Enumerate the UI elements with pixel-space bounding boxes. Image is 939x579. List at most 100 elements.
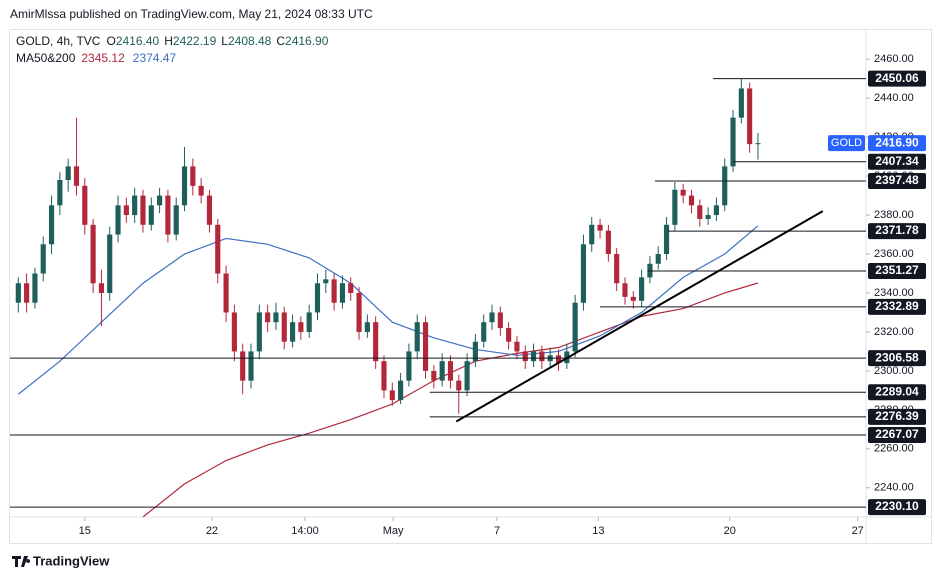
candle-body (722, 166, 728, 206)
y-tick-label: 2380.00 (874, 209, 914, 221)
level-label: 2371.78 (875, 223, 919, 237)
level-tag (868, 384, 926, 401)
y-tick-label: 2260.00 (874, 443, 914, 455)
level-label: 2351.27 (875, 263, 919, 277)
candle-body (298, 322, 304, 332)
candle-body (273, 312, 279, 323)
level-tag (868, 263, 926, 280)
price-tag-name: GOLD (831, 137, 862, 149)
candle-body (655, 254, 661, 264)
candle-body (90, 224, 96, 284)
ohlc-value: 2416.90 (285, 34, 329, 48)
level-label: 2267.07 (875, 427, 919, 441)
candle-body (32, 273, 38, 303)
candle-body (481, 322, 487, 342)
candle-body (256, 312, 262, 352)
candle-body (157, 195, 163, 206)
ohlc-key: O (106, 34, 115, 48)
price-tag-box (828, 135, 865, 152)
candle-body (464, 361, 470, 391)
level-label: 2450.06 (875, 71, 919, 85)
candle-body (614, 254, 620, 284)
y-tick-label: 2300.00 (874, 365, 914, 377)
candle-body (422, 322, 429, 371)
candle-body (738, 88, 744, 118)
candle-body (331, 279, 337, 303)
candle-body (181, 166, 188, 206)
candle-body (348, 283, 354, 293)
ohlc-value: 2416.40 (116, 34, 160, 48)
candle-body (248, 351, 254, 381)
x-tick-label: 22 (206, 525, 218, 537)
x-tick-label: 13 (592, 525, 604, 537)
level-tag (868, 350, 926, 367)
candle-body (398, 380, 404, 401)
candle-body (506, 328, 512, 342)
candle-body (381, 361, 387, 391)
candle-body (148, 205, 154, 225)
candle-body (472, 341, 478, 362)
indicator-value: 2345.12 (81, 51, 125, 65)
candle-body (697, 205, 703, 219)
candle-body (323, 279, 329, 284)
x-tick-label: 7 (494, 525, 500, 537)
candle-body (339, 283, 346, 303)
candle-body (747, 88, 753, 145)
candle-body (572, 302, 578, 352)
level-label: 2397.48 (875, 173, 919, 187)
candle-body (688, 195, 695, 206)
candle-body (132, 195, 138, 216)
candle-body (514, 341, 520, 352)
candle-body (555, 355, 562, 364)
trend-line (455, 210, 824, 423)
candle-body (223, 273, 229, 313)
y-tick-label: 2240.00 (874, 482, 914, 494)
candle-body (389, 390, 395, 401)
candle-body (755, 143, 761, 145)
indicator-label: MA50&200 (16, 51, 76, 65)
level-tag (868, 70, 926, 87)
price-tag-value: 2416.90 (875, 135, 919, 149)
level-label: 2407.34 (875, 154, 919, 168)
candle-body (730, 117, 736, 167)
x-tick-label: 15 (79, 525, 91, 537)
candle-body (622, 283, 628, 297)
candle-body (240, 351, 246, 381)
x-tick-label: May (383, 525, 404, 537)
ohlc-value: 2422.19 (173, 34, 217, 48)
ohlc-value: 2408.48 (228, 34, 272, 48)
candle-body (140, 195, 146, 225)
candle-body (198, 185, 204, 196)
candle-body (206, 195, 213, 225)
level-label: 2289.04 (875, 384, 919, 398)
y-tick-label: 2460.00 (874, 53, 914, 65)
candle-body (522, 351, 528, 362)
candle-body (497, 312, 503, 329)
candle-body (57, 179, 63, 206)
indicator-value: 2374.47 (133, 51, 177, 65)
level-tag (868, 173, 926, 190)
candle-body (431, 370, 437, 381)
candle-body (123, 205, 129, 216)
candle-body (705, 215, 711, 219)
candle-body (356, 292, 362, 332)
candle-body (265, 312, 271, 323)
candle-body (115, 205, 121, 235)
level-label: 2230.10 (875, 499, 919, 513)
candle-body (173, 205, 179, 235)
candle-body (663, 224, 670, 255)
level-tag (868, 298, 926, 315)
candle-body (289, 322, 296, 342)
candle-body (630, 296, 636, 301)
y-tick-label: 2320.00 (874, 326, 914, 338)
level-label: 2306.58 (875, 350, 919, 364)
candle-body (65, 166, 71, 180)
plot (10, 78, 866, 517)
candle-body (314, 283, 321, 313)
candle-body (530, 351, 537, 362)
candle-body (447, 361, 454, 381)
level-tag (868, 408, 926, 425)
candle-body (306, 312, 312, 332)
candle-body (364, 322, 370, 332)
